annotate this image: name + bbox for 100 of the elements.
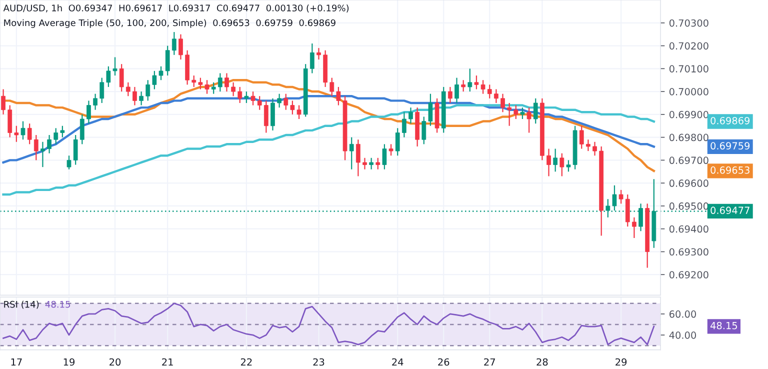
y-tick-label: 0.69300 (669, 248, 708, 256)
y-tick-label: 0.70200 (669, 42, 708, 50)
y-tick-label: 0.70100 (669, 65, 708, 72)
candlestick (100, 77, 104, 104)
candlestick (34, 134, 38, 161)
candlestick (454, 77, 459, 104)
x-tick-label: 21 (162, 358, 173, 366)
chart-subtitle: 48.15 (45, 300, 70, 308)
candlestick (560, 152, 564, 177)
x-tick-label: 20 (110, 358, 121, 366)
candlestick (139, 90, 144, 106)
candlestick (290, 100, 295, 115)
candlestick (93, 93, 98, 110)
candlestick (264, 100, 268, 134)
y-tick-label: 0.69200 (669, 271, 708, 278)
candlestick (395, 128, 400, 156)
candlestick (487, 84, 492, 99)
candlestick (238, 86, 242, 104)
y-tick-label: 0.69400 (669, 225, 708, 233)
text: 48.15 (710, 322, 737, 330)
text: 0.69759 (710, 142, 750, 150)
candlestick (172, 31, 176, 56)
candlestick (86, 100, 91, 124)
x-tick-label: 19 (64, 358, 75, 366)
candlestick (158, 66, 164, 81)
candlestick (310, 42, 314, 74)
x-tick-label: 17 (11, 358, 22, 366)
x-tick-label: 28 (536, 358, 548, 366)
candlestick (20, 120, 26, 140)
candlestick (47, 134, 52, 154)
candlestick (507, 102, 512, 126)
candlestick (54, 128, 58, 145)
candlestick (106, 66, 111, 88)
text: Moving Average Triple (50, 100, 200, Simple) 0.69653 0.69759 0.69869 (4, 19, 336, 28)
candlestick (330, 77, 334, 97)
candlestick (204, 80, 210, 94)
candlestick (388, 144, 394, 156)
y-tick-label: 40.00 (669, 332, 696, 339)
candlestick (461, 80, 466, 92)
candlestick (270, 98, 275, 131)
candlestick (192, 74, 196, 88)
candlestick (422, 116, 426, 145)
candlestick (316, 48, 321, 60)
candlestick (625, 194, 630, 228)
candlestick (356, 139, 360, 177)
candlestick (165, 45, 170, 76)
y-tick-label: 60.00 (669, 310, 696, 318)
candlestick (349, 136, 354, 170)
candlestick (244, 90, 249, 104)
candlestick (428, 93, 433, 126)
y-tick-label: 0.69600 (669, 180, 708, 187)
candlestick (119, 64, 124, 92)
candlestick (178, 34, 183, 60)
candlestick (592, 141, 597, 156)
x-tick-label: 29 (616, 358, 627, 366)
y-tick-label: 0.70000 (669, 88, 708, 96)
candlestick (369, 157, 374, 170)
x-tick-label: 23 (313, 358, 324, 366)
candlestick (514, 104, 518, 120)
candlestick (146, 80, 150, 102)
y-tick-label: 0.69900 (669, 110, 708, 118)
candlestick (586, 139, 590, 152)
candlestick (60, 125, 65, 138)
candlestick (211, 82, 216, 94)
candlestick (376, 157, 380, 170)
candlestick (632, 216, 636, 239)
candlestick (8, 104, 12, 138)
candlestick (257, 96, 262, 110)
candlestick (250, 90, 256, 106)
candlestick (132, 86, 137, 106)
candlestick (126, 82, 130, 97)
chart-title: RSI (14) (4, 300, 39, 309)
candlestick (468, 68, 472, 92)
candlestick (40, 141, 45, 168)
x-tick-label: 26 (438, 358, 450, 366)
y-tick-label: 0.69700 (669, 156, 708, 164)
candlestick (382, 144, 387, 170)
candlestick (612, 184, 617, 212)
candlestick (402, 112, 406, 138)
x-tick-label: 22 (240, 358, 252, 366)
x-tick-label: 27 (484, 358, 495, 366)
candlestick (66, 155, 72, 170)
candlestick (494, 88, 498, 104)
candlestick (579, 125, 584, 150)
candlestick (1, 88, 6, 115)
y-tick-label: 0.70300 (669, 19, 708, 27)
candlestick (73, 134, 78, 166)
candlestick (224, 72, 229, 92)
candlestick (14, 125, 19, 142)
candlestick (533, 98, 538, 124)
candlestick (231, 82, 236, 97)
candlestick (448, 86, 452, 104)
candlestick (362, 157, 367, 170)
chart-title: AUD/USD, 1h O0.69347 H0.69617 L0.69317 C0.69477 0.00130 (+0.19%) (3, 4, 349, 12)
candlestick (618, 189, 624, 204)
candlestick (546, 148, 551, 177)
candlestick (198, 77, 203, 90)
y-tick-label: 0.69800 (669, 134, 708, 142)
ref-line-label: 0.69477 (710, 206, 750, 214)
candlestick (80, 114, 84, 145)
